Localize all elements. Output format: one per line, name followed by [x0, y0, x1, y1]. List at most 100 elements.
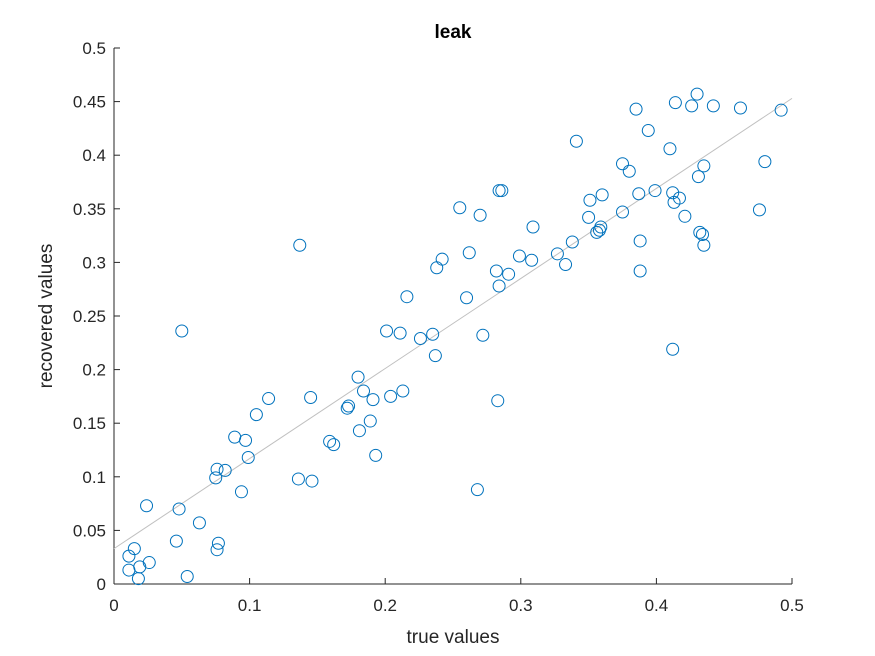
data-point — [622, 164, 636, 178]
data-point — [234, 485, 248, 499]
x-tick-label: 0 — [109, 596, 118, 615]
data-point — [559, 258, 573, 272]
data-point — [351, 370, 365, 384]
data-point — [678, 209, 692, 223]
fit-line — [113, 97, 793, 550]
y-tick-label: 0.2 — [82, 361, 106, 380]
x-tick-label: 0.3 — [509, 596, 533, 615]
data-point — [369, 448, 383, 462]
data-point — [582, 210, 596, 224]
data-point — [583, 193, 597, 207]
data-point — [323, 434, 337, 448]
data-point — [693, 225, 707, 239]
data-point — [470, 483, 484, 497]
data-point — [172, 502, 186, 516]
x-tick-label: 0.5 — [780, 596, 804, 615]
data-point — [363, 414, 377, 428]
data-point — [512, 249, 526, 263]
data-point — [685, 99, 699, 113]
data-point — [672, 191, 686, 205]
data-point — [453, 201, 467, 215]
data-point — [594, 220, 608, 234]
y-tick-label: 0.4 — [82, 146, 106, 165]
data-point — [140, 499, 154, 513]
data-point — [663, 142, 677, 156]
y-tick-label: 0.25 — [73, 307, 106, 326]
data-point — [633, 264, 647, 278]
data-point — [733, 101, 747, 115]
data-point — [241, 451, 255, 465]
data-point — [249, 408, 263, 422]
chart-title: leak — [435, 22, 472, 43]
data-point — [142, 556, 156, 570]
data-point — [632, 187, 646, 201]
data-point — [491, 394, 505, 408]
data-point — [526, 220, 540, 234]
y-axis-label: recovered values — [36, 244, 57, 389]
data-point — [396, 384, 410, 398]
data-point — [293, 238, 307, 252]
data-point — [211, 536, 225, 550]
data-point — [435, 252, 449, 266]
data-point — [489, 264, 503, 278]
data-point — [218, 463, 232, 477]
data-point — [492, 184, 506, 198]
data-point — [648, 184, 662, 198]
data-point — [384, 389, 398, 403]
data-point — [305, 474, 319, 488]
data-point — [697, 159, 711, 173]
x-tick-label: 0.1 — [238, 596, 262, 615]
data-point — [473, 208, 487, 222]
x-tick-label: 0.2 — [373, 596, 397, 615]
y-tick-label: 0.15 — [73, 414, 106, 433]
data-point — [492, 279, 506, 293]
data-point — [666, 186, 680, 200]
data-point — [706, 99, 720, 113]
data-point — [239, 433, 253, 447]
data-point — [525, 253, 539, 267]
plot-area: 0 0.1 0.2 0.3 0.4 0.5 0 0.05 0.1 0.15 0.2 0.25 0.3 0.… — [73, 39, 804, 615]
y-tick-label: 0 — [97, 575, 106, 594]
data-point — [428, 349, 442, 363]
y-tick-label: 0.45 — [73, 93, 106, 112]
data-point — [565, 235, 579, 249]
data-point — [752, 203, 766, 217]
data-point — [595, 188, 609, 202]
data-point — [209, 471, 223, 485]
data-point — [476, 328, 490, 342]
data-point — [668, 96, 682, 110]
data-point — [262, 392, 276, 406]
data-point — [666, 342, 680, 356]
data-point — [460, 291, 474, 305]
y-tick-label: 0.1 — [82, 468, 106, 487]
x-axis-label: true values — [407, 627, 500, 648]
data-point — [426, 327, 440, 341]
data-point — [400, 290, 414, 304]
data-point — [180, 569, 194, 583]
data-point — [550, 247, 564, 261]
data-point — [175, 324, 189, 338]
data-point — [691, 170, 705, 184]
data-point — [380, 324, 394, 338]
data-point — [340, 401, 354, 415]
data-point — [629, 102, 643, 116]
data-point — [690, 87, 704, 101]
data-point — [393, 326, 407, 340]
data-point — [352, 424, 366, 438]
data-point — [696, 228, 710, 242]
data-point — [169, 534, 183, 548]
data-point — [413, 332, 427, 346]
data-point — [366, 393, 380, 407]
data-point — [357, 384, 371, 398]
data-point — [495, 184, 509, 198]
data-point — [342, 399, 356, 413]
data-point — [758, 155, 772, 169]
data-point — [569, 134, 583, 148]
data-point — [291, 472, 305, 486]
data-point — [502, 267, 516, 281]
data-point — [633, 234, 647, 248]
data-point — [127, 542, 141, 556]
data-point — [210, 462, 224, 476]
